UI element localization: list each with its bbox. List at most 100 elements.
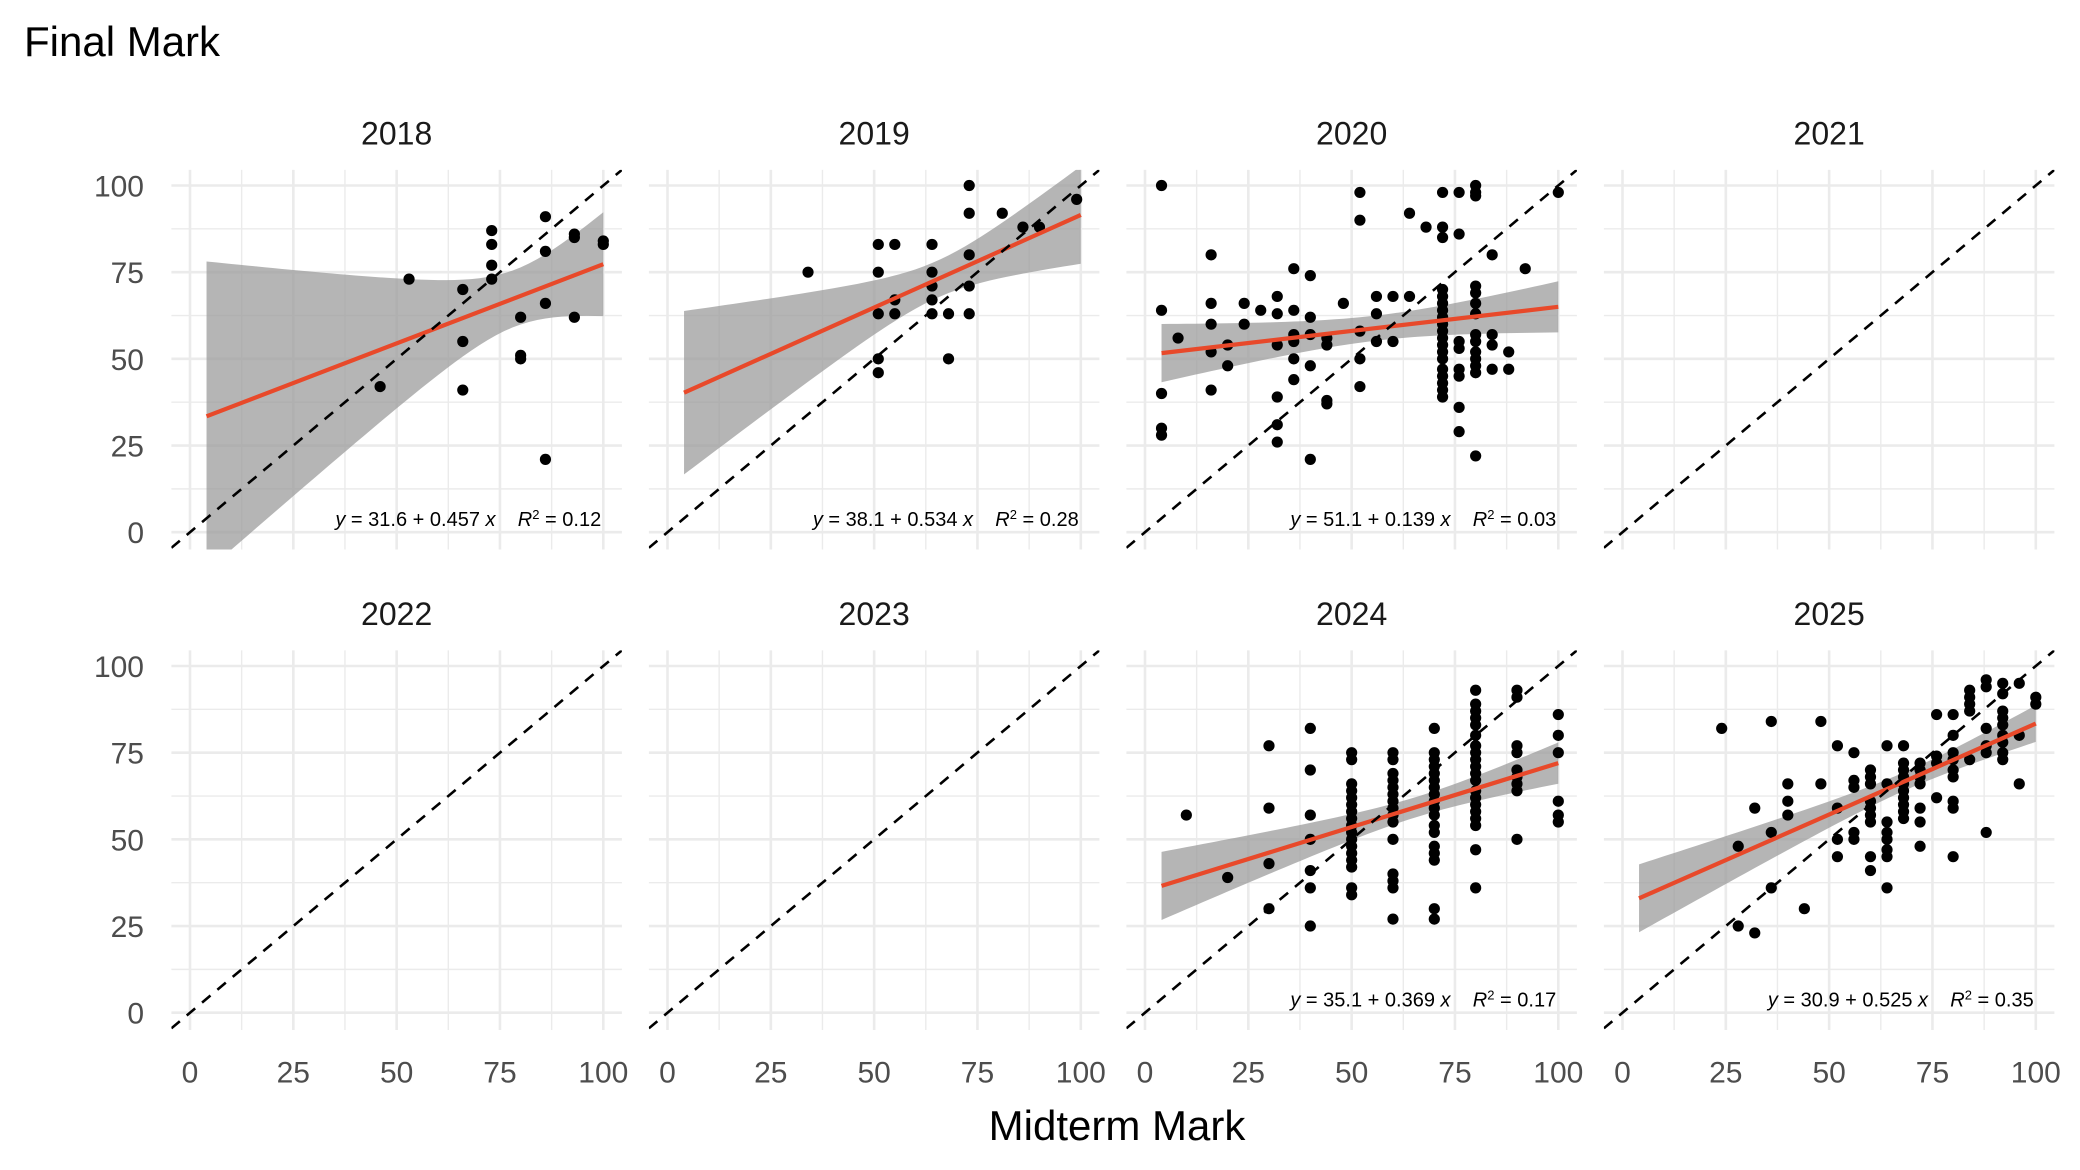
data-point <box>1387 913 1399 925</box>
data-point <box>1436 186 1449 199</box>
regression-equation: y = 38.1 + 0.534 x R2 = 0.28 <box>811 506 1079 531</box>
data-point <box>2013 778 2025 790</box>
data-point <box>1881 851 1893 863</box>
data-point <box>1470 367 1482 379</box>
plot-area <box>1603 169 2055 549</box>
data-point <box>1511 785 1523 797</box>
data-point <box>1732 920 1744 932</box>
data-point <box>1271 436 1283 448</box>
equation-part: y <box>1288 509 1301 531</box>
data-point <box>1831 740 1844 752</box>
equation-part: x <box>1440 989 1452 1011</box>
data-point <box>1436 391 1449 403</box>
data-point <box>1436 353 1449 365</box>
data-point <box>1897 740 1910 752</box>
x-tick-label: 25 <box>1232 1057 1265 1090</box>
data-point <box>1238 318 1250 330</box>
data-point <box>963 280 975 292</box>
data-point <box>1304 311 1316 323</box>
equation-part: R <box>518 509 532 531</box>
data-point <box>1304 270 1316 282</box>
spacer <box>1928 989 1950 1011</box>
y-tick-label: 25 <box>111 911 144 944</box>
data-point <box>1172 332 1184 344</box>
equation-part: + <box>890 509 902 531</box>
data-point <box>1980 747 1992 759</box>
data-point <box>1304 809 1316 821</box>
data-point <box>1370 290 1383 303</box>
data-point <box>1428 854 1440 866</box>
y-tick-label: 100 <box>94 171 144 204</box>
data-point <box>1511 691 1523 703</box>
equation-part: R <box>1950 989 1964 1011</box>
data-point <box>374 380 386 393</box>
grid <box>171 650 622 1031</box>
data-point <box>1881 833 1893 845</box>
equation-part: 30.9 <box>1801 989 1840 1011</box>
identity-reference-line <box>1126 650 1577 1030</box>
data-point <box>1947 729 1959 741</box>
data-point <box>1511 747 1523 759</box>
data-point <box>1453 228 1465 240</box>
panel-2024: 2024 y = 35.1 + 0.369 x R2 = 0.17 0 25 50 75 1… <box>1126 596 1583 1090</box>
data-point <box>1263 858 1275 870</box>
equation-part: = <box>1978 989 1990 1011</box>
x-tick-label: 50 <box>1812 1057 1845 1090</box>
data-point <box>1848 781 1860 793</box>
data-point <box>1519 263 1531 275</box>
equation-part: 2 <box>1487 506 1494 521</box>
data-point <box>1470 844 1482 856</box>
data-point <box>1428 826 1440 839</box>
data-point <box>539 245 552 257</box>
equation-part: = <box>1023 509 1035 531</box>
data-point <box>1931 792 1943 804</box>
data-point <box>1271 308 1283 320</box>
identity-reference-line <box>1603 169 2055 549</box>
data-point <box>963 179 975 192</box>
data-point <box>1271 290 1283 303</box>
equation-part: = <box>1306 989 1318 1011</box>
data-point <box>1552 747 1564 759</box>
data-point <box>1222 871 1234 884</box>
panel-2019: 2019 y = 38.1 + 0.534 x R2 = 0.28 <box>648 116 1100 550</box>
confidence-band <box>206 212 604 550</box>
x-tick-label: 50 <box>380 1057 413 1090</box>
identity-reference-line <box>1126 169 1577 549</box>
data-point <box>1470 684 1482 696</box>
regression-line <box>683 213 1082 395</box>
data-point <box>872 367 884 379</box>
regression-line <box>1160 761 1559 888</box>
data-point <box>1017 221 1029 233</box>
data-point <box>1453 426 1465 438</box>
y-tick-label: 75 <box>111 257 144 290</box>
data-point <box>568 231 580 244</box>
equation-part: R <box>1473 509 1487 531</box>
x-tick-label: 100 <box>1533 1057 1583 1090</box>
data-point <box>486 238 498 251</box>
data-point <box>1997 677 2009 689</box>
x-tick-label: 0 <box>1614 1057 1631 1090</box>
data-point <box>1271 339 1283 351</box>
data-point <box>1403 207 1416 219</box>
data-point <box>1470 450 1482 462</box>
data-point <box>872 238 884 251</box>
equation-part: 0.457 <box>430 509 480 531</box>
data-point <box>1749 927 1761 939</box>
x-tick-label: 25 <box>277 1057 310 1090</box>
data-point <box>457 335 469 348</box>
x-tick-label: 0 <box>182 1057 199 1090</box>
data-point <box>1033 221 1046 233</box>
facet-strip-label: 2020 <box>1316 116 1387 152</box>
data-point <box>1798 903 1810 915</box>
data-point <box>1155 179 1168 192</box>
data-point <box>1428 913 1440 925</box>
regression-equation: y = 30.9 + 0.525 x R2 = 0.35 <box>1766 987 2034 1012</box>
data-point <box>1288 353 1300 365</box>
equation-part: 51.1 <box>1323 509 1362 531</box>
spacer <box>496 509 518 531</box>
equation-part: y <box>1288 989 1301 1011</box>
data-point <box>1864 864 1877 877</box>
x-tick-label: 50 <box>857 1057 890 1090</box>
equation-part: + <box>1368 509 1380 531</box>
data-point <box>1831 833 1844 845</box>
